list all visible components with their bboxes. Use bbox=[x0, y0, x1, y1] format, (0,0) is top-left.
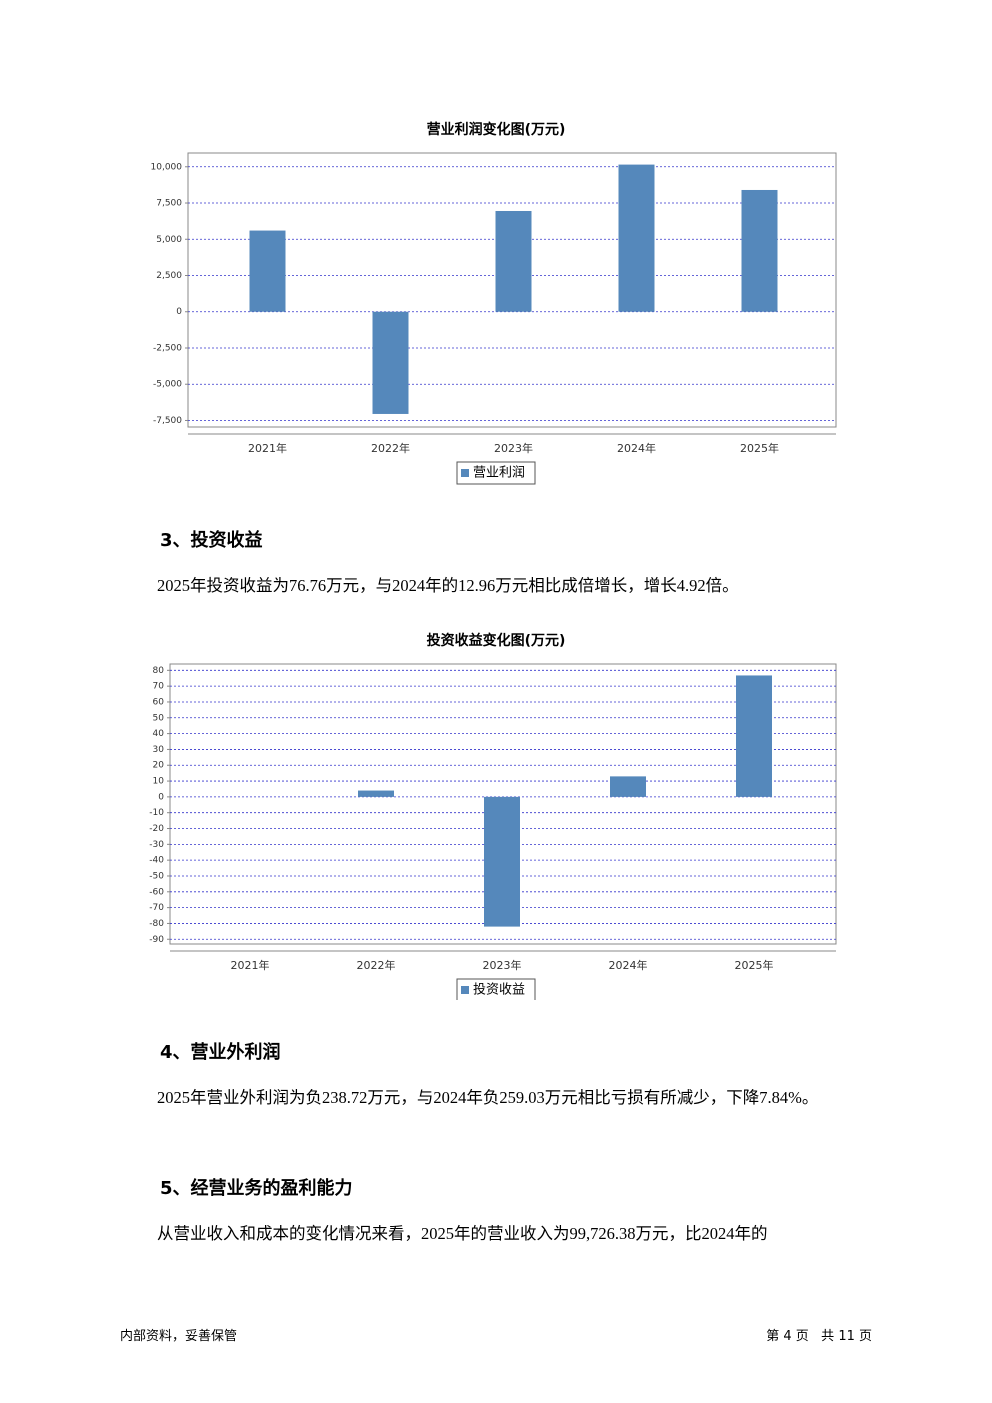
y-tick-label: -7,500 bbox=[153, 416, 182, 426]
chart-title: 营业利润变化图(万元) bbox=[427, 121, 566, 138]
y-tick-label: -2,500 bbox=[153, 343, 182, 353]
heading: 4、营业外利润 bbox=[160, 1042, 281, 1063]
bar bbox=[484, 796, 520, 927]
legend-swatch bbox=[461, 986, 469, 994]
legend-label: 营业利润 bbox=[473, 466, 525, 481]
x-tick-label: 2025年 bbox=[735, 958, 774, 972]
y-tick-label: 5,000 bbox=[156, 235, 182, 245]
y-tick-label: 60 bbox=[153, 697, 165, 707]
bar bbox=[618, 164, 655, 312]
bar bbox=[249, 230, 286, 312]
y-tick-label: -30 bbox=[149, 840, 164, 850]
x-tick-label: 2024年 bbox=[609, 958, 648, 972]
legend-swatch bbox=[461, 469, 469, 477]
y-tick-label: 70 bbox=[153, 682, 165, 692]
x-tick-label: 2024年 bbox=[617, 441, 656, 455]
x-tick-label: 2022年 bbox=[357, 958, 396, 972]
x-tick-label: 2023年 bbox=[483, 958, 522, 972]
paragraph: 2025年营业外利润为负238.72万元，与2024年负259.03万元相比亏损… bbox=[157, 1088, 819, 1107]
y-tick-label: 7,500 bbox=[156, 199, 182, 209]
y-tick-label: 40 bbox=[153, 729, 165, 739]
heading: 3、投资收益 bbox=[160, 530, 263, 551]
legend-box bbox=[456, 978, 536, 1000]
y-tick-label: -90 bbox=[149, 935, 164, 945]
footer-right: 第 4 页 共 11 页 bbox=[766, 1329, 872, 1344]
y-tick-label: 2,500 bbox=[156, 271, 182, 281]
y-tick-label: 0 bbox=[176, 307, 182, 317]
x-tick-label: 2023年 bbox=[494, 441, 533, 455]
bar bbox=[741, 189, 778, 312]
paragraph: 从营业收入和成本的变化情况来看，2025年的营业收入为99,726.38万元，比… bbox=[157, 1224, 768, 1243]
y-tick-label: 0 bbox=[158, 792, 164, 802]
legend-box bbox=[456, 461, 536, 485]
y-tick-label: 30 bbox=[153, 745, 165, 755]
bar bbox=[358, 790, 394, 797]
x-tick-label: 2022年 bbox=[371, 441, 410, 455]
legend-label: 投资收益 bbox=[473, 982, 525, 998]
y-tick-label: -80 bbox=[149, 919, 164, 929]
y-tick-label: -40 bbox=[149, 856, 164, 866]
y-tick-label: 80 bbox=[153, 666, 165, 676]
y-tick-label: 10 bbox=[153, 777, 165, 787]
x-tick-label: 2025年 bbox=[740, 441, 779, 455]
y-tick-label: 50 bbox=[153, 713, 165, 723]
bar bbox=[495, 210, 532, 312]
chart: 营业利润变化图(万元) -7,500 -5,000 -2,500 0 2,500 5,000… bbox=[151, 121, 837, 485]
y-tick-label: -10 bbox=[149, 808, 164, 818]
chart-title: 投资收益变化图(万元) bbox=[427, 632, 566, 649]
y-tick-label: -5,000 bbox=[153, 380, 182, 390]
y-tick-label: -50 bbox=[149, 871, 164, 881]
x-tick-label: 2021年 bbox=[231, 958, 270, 972]
bar bbox=[610, 776, 646, 797]
y-tick-label: -20 bbox=[149, 824, 164, 834]
y-tick-label: -70 bbox=[149, 903, 164, 913]
chart: 投资收益变化图(万元) -90 -80 -70 -60 -50 -40 -30 -20 -10 0 1… bbox=[149, 632, 837, 1000]
bar bbox=[372, 311, 409, 414]
x-tick-label: 2021年 bbox=[248, 441, 287, 455]
footer-left: 内部资料，妥善保管 bbox=[120, 1329, 238, 1344]
bar bbox=[736, 675, 772, 797]
y-tick-label: -60 bbox=[149, 887, 164, 897]
heading: 5、经营业务的盈利能力 bbox=[160, 1178, 353, 1199]
y-tick-label: 20 bbox=[153, 761, 165, 771]
paragraph: 2025年投资收益为76.76万元，与2024年的12.96万元相比成倍增长，增… bbox=[157, 576, 739, 595]
y-tick-label: 10,000 bbox=[151, 162, 183, 172]
